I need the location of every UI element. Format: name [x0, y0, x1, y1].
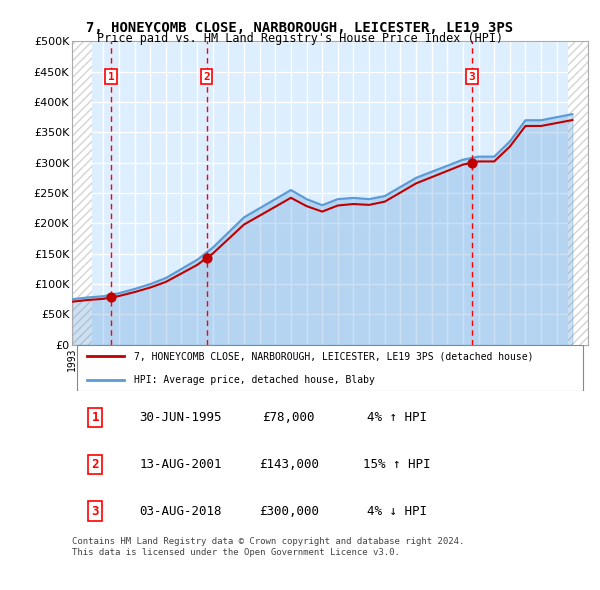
Text: 3: 3: [91, 504, 99, 517]
Text: 15% ↑ HPI: 15% ↑ HPI: [364, 458, 431, 471]
Text: 2: 2: [91, 458, 99, 471]
Text: 4% ↑ HPI: 4% ↑ HPI: [367, 411, 427, 424]
Point: [467, 158, 477, 168]
Text: £143,000: £143,000: [259, 458, 319, 471]
Text: 3: 3: [469, 71, 475, 81]
Text: 7, HONEYCOMB CLOSE, NARBOROUGH, LEICESTER, LE19 3PS (detached house): 7, HONEYCOMB CLOSE, NARBOROUGH, LEICESTE…: [134, 352, 533, 362]
Bar: [568, 41, 588, 345]
Text: 7, HONEYCOMB CLOSE, NARBOROUGH, LEICESTER, LE19 3PS: 7, HONEYCOMB CLOSE, NARBOROUGH, LEICESTE…: [86, 21, 514, 35]
Text: 2: 2: [203, 71, 210, 81]
Text: 13-AUG-2001: 13-AUG-2001: [139, 458, 221, 471]
Text: HPI: Average price, detached house, Blaby: HPI: Average price, detached house, Blab…: [134, 375, 375, 385]
Point: [202, 253, 212, 263]
Text: 4% ↓ HPI: 4% ↓ HPI: [367, 504, 427, 517]
Point: [106, 293, 116, 302]
Text: 1: 1: [91, 411, 99, 424]
FancyBboxPatch shape: [77, 345, 583, 391]
Text: 03-AUG-2018: 03-AUG-2018: [139, 504, 221, 517]
Text: Contains HM Land Registry data © Crown copyright and database right 2024.
This d: Contains HM Land Registry data © Crown c…: [72, 537, 464, 557]
Text: 1: 1: [108, 71, 115, 81]
Text: £300,000: £300,000: [259, 504, 319, 517]
Text: 30-JUN-1995: 30-JUN-1995: [139, 411, 221, 424]
Bar: [72, 41, 92, 345]
Text: Price paid vs. HM Land Registry's House Price Index (HPI): Price paid vs. HM Land Registry's House …: [97, 32, 503, 45]
Text: £78,000: £78,000: [262, 411, 315, 424]
